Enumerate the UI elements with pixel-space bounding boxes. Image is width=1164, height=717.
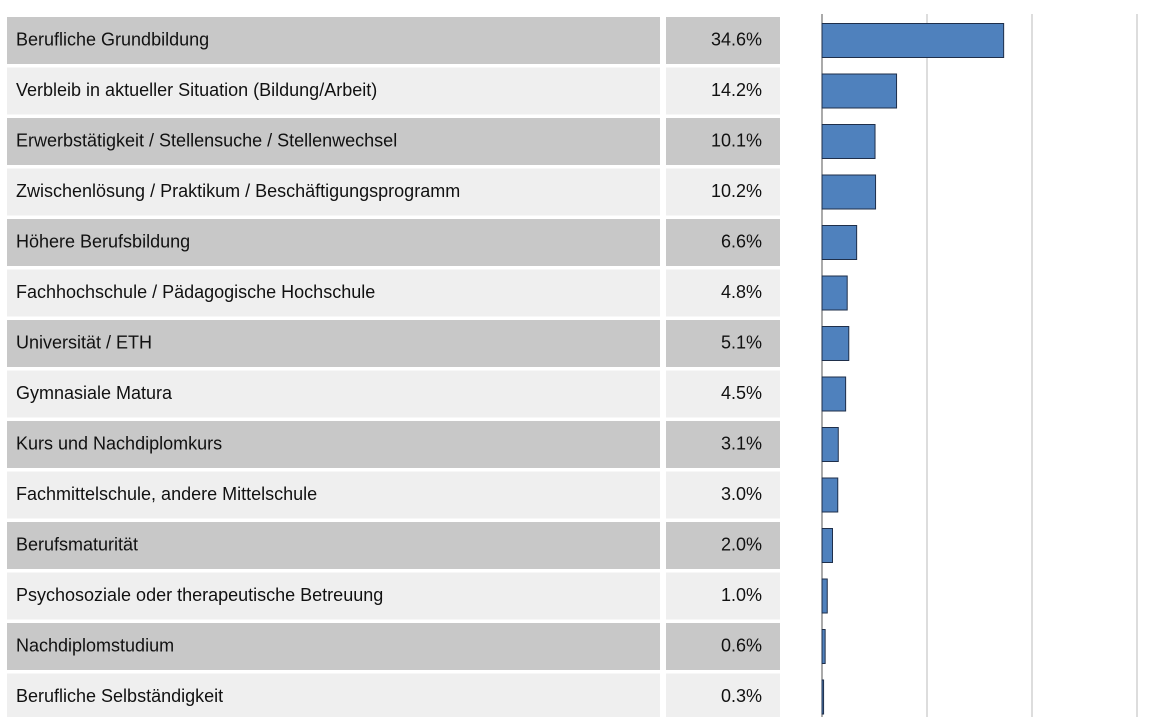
value-label: 4.5% — [721, 383, 762, 403]
label-cell — [7, 168, 660, 216]
value-cell — [666, 370, 780, 418]
bar — [821, 578, 828, 614]
value-cell — [666, 118, 780, 165]
bar — [821, 679, 825, 715]
value-cell — [666, 67, 780, 115]
category-label: Erwerbstätigkeit / Stellensuche / Stelle… — [16, 130, 397, 150]
bar — [821, 174, 877, 210]
category-label: Fachhochschule / Pädagogische Hochschule — [16, 282, 375, 302]
label-cell — [7, 572, 660, 620]
category-label: Psychosoziale oder therapeutische Betreu… — [16, 585, 383, 605]
label-cell — [7, 320, 660, 367]
value-label: 3.0% — [721, 484, 762, 504]
value-cell — [666, 471, 780, 519]
label-cell — [7, 17, 660, 64]
value-cell — [666, 623, 780, 670]
label-cell — [7, 370, 660, 418]
bar — [821, 326, 850, 361]
value-cell — [666, 17, 780, 64]
value-label: 6.6% — [721, 231, 762, 251]
value-label: 2.0% — [721, 534, 762, 554]
value-cell — [666, 219, 780, 266]
bar — [821, 477, 839, 513]
bar — [821, 629, 826, 664]
bar — [821, 275, 848, 311]
value-label: 0.3% — [721, 686, 762, 706]
value-cell — [666, 269, 780, 317]
label-cell — [7, 219, 660, 266]
value-label: 14.2% — [711, 80, 762, 100]
bar — [821, 376, 847, 412]
label-cell — [7, 67, 660, 115]
label-cell — [7, 673, 660, 717]
value-label: 10.2% — [711, 181, 762, 201]
label-cell — [7, 269, 660, 317]
label-cell — [7, 623, 660, 670]
value-cell — [666, 421, 780, 468]
category-label: Nachdiplomstudium — [16, 635, 174, 655]
category-label: Zwischenlösung / Praktikum / Beschäftigu… — [16, 181, 460, 201]
value-label: 34.6% — [711, 29, 762, 49]
category-label: Verbleib in aktueller Situation (Bildung… — [16, 80, 377, 100]
label-cell — [7, 421, 660, 468]
value-label: 3.1% — [721, 433, 762, 453]
category-label: Universität / ETH — [16, 332, 152, 352]
label-cell — [7, 118, 660, 165]
value-label: 4.8% — [721, 282, 762, 302]
value-label: 0.6% — [721, 635, 762, 655]
bar — [821, 528, 833, 563]
category-label: Höhere Berufsbildung — [16, 231, 190, 251]
category-label: Berufliche Grundbildung — [16, 29, 209, 49]
category-label: Berufliche Selbständigkeit — [16, 686, 223, 706]
category-label: Berufsmaturität — [16, 534, 138, 554]
value-cell — [666, 572, 780, 620]
value-label: 1.0% — [721, 585, 762, 605]
value-label: 5.1% — [721, 332, 762, 352]
category-label: Kurs und Nachdiplomkurs — [16, 433, 222, 453]
label-cell — [7, 522, 660, 569]
value-cell — [666, 522, 780, 569]
bar — [821, 73, 898, 109]
category-label: Gymnasiale Matura — [16, 383, 173, 403]
category-label: Fachmittelschule, andere Mittelschule — [16, 484, 317, 504]
value-cell — [666, 673, 780, 717]
bar — [821, 23, 1005, 58]
bar — [821, 124, 876, 159]
label-cell — [7, 471, 660, 519]
value-cell — [666, 168, 780, 216]
bar — [821, 427, 839, 462]
value-cell — [666, 320, 780, 367]
bar — [821, 225, 858, 260]
value-label: 10.1% — [711, 130, 762, 150]
